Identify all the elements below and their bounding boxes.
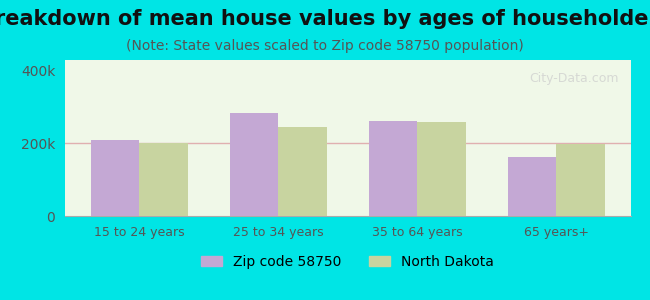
Bar [369, 121, 417, 216]
Bar [278, 127, 327, 216]
Bar [417, 122, 466, 216]
Legend: Zip code 58750, North Dakota: Zip code 58750, North Dakota [196, 250, 500, 274]
Bar [139, 143, 188, 216]
Bar [91, 140, 139, 216]
Bar [556, 144, 604, 216]
Bar [508, 157, 556, 216]
Text: (Note: State values scaled to Zip code 58750 population): (Note: State values scaled to Zip code 5… [126, 39, 524, 53]
Text: City-Data.com: City-Data.com [530, 73, 619, 85]
Bar [229, 112, 278, 216]
Text: Breakdown of mean house values by ages of householders: Breakdown of mean house values by ages o… [0, 9, 650, 29]
